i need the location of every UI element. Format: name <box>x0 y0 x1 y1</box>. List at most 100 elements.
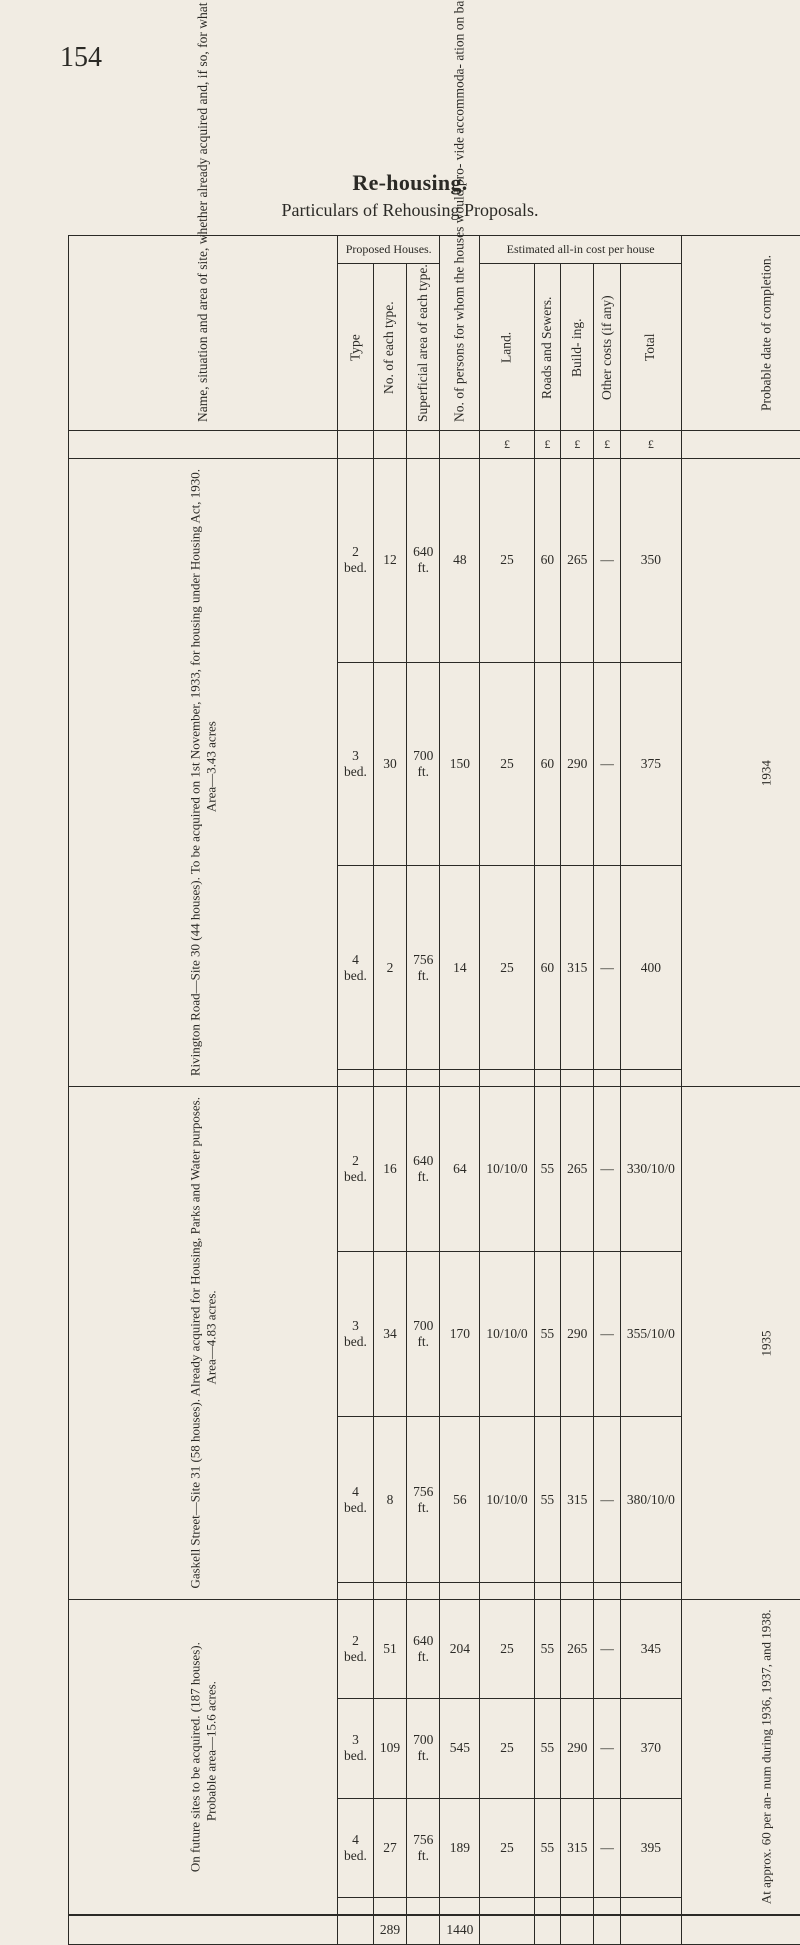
blank <box>681 431 800 459</box>
table-cell: 330/10/0 <box>620 1087 681 1252</box>
table-cell: 27 <box>373 1798 406 1898</box>
table-cell: — <box>594 459 621 663</box>
spacer-cell <box>480 1582 534 1599</box>
table-cell: 545 <box>440 1699 480 1799</box>
table-cell: 60 <box>534 866 561 1070</box>
table-cell: 189 <box>440 1798 480 1898</box>
completion-cell: 1934 <box>681 459 800 1087</box>
totals-blank <box>681 1915 800 1945</box>
table-cell: 25 <box>480 1798 534 1898</box>
table-cell: — <box>594 1798 621 1898</box>
spacer-cell <box>480 1070 534 1087</box>
blank <box>440 431 480 459</box>
table-cell: 25 <box>480 1699 534 1799</box>
spacer-cell <box>373 1582 406 1599</box>
table-cell: 2 bed. <box>338 459 374 663</box>
table-cell: — <box>594 1417 621 1582</box>
table-cell: 756 ft. <box>407 1417 440 1582</box>
table-cell: 375 <box>620 662 681 866</box>
totals-blank <box>338 1915 374 1945</box>
spacer-cell <box>561 1070 594 1087</box>
totals-blank <box>69 1915 338 1945</box>
totals-blank <box>407 1915 440 1945</box>
col-type: Type <box>338 264 374 431</box>
spacer-cell <box>440 1898 480 1916</box>
table-cell: 700 ft. <box>407 1252 440 1417</box>
table-cell: 265 <box>561 1599 594 1699</box>
pound-other: £ <box>594 431 621 459</box>
col-proposed-group: Proposed Houses. <box>338 236 440 264</box>
table-cell: 290 <box>561 1699 594 1799</box>
totals-blank <box>534 1915 561 1945</box>
totals-blank <box>620 1915 681 1945</box>
table-cell: — <box>594 866 621 1070</box>
table-cell: 700 ft. <box>407 1699 440 1799</box>
table-cell: 25 <box>480 662 534 866</box>
site-label: Gaskell Street—Site 31 (58 houses). Alre… <box>69 1087 338 1600</box>
table-cell: 756 ft. <box>407 866 440 1070</box>
table-cell: 640 ft. <box>407 1599 440 1699</box>
table-cell: 8 <box>373 1417 406 1582</box>
totals-blank <box>561 1915 594 1945</box>
table-cell: 60 <box>534 662 561 866</box>
table-cell: 265 <box>561 459 594 663</box>
spacer-cell <box>407 1582 440 1599</box>
totals-persons: 1440 <box>440 1915 480 1945</box>
table-cell: 10/10/0 <box>480 1417 534 1582</box>
table-cell: 25 <box>480 1599 534 1699</box>
table-cell: — <box>594 1087 621 1252</box>
table-cell: 2 <box>373 866 406 1070</box>
spacer-cell <box>594 1898 621 1916</box>
title-sub: Particulars of Rehousing Proposals. <box>68 200 752 221</box>
table-cell: 395 <box>620 1798 681 1898</box>
spacer-cell <box>534 1898 561 1916</box>
spacer-cell <box>480 1898 534 1916</box>
table-cell: 55 <box>534 1417 561 1582</box>
table-cell: 315 <box>561 866 594 1070</box>
spacer-cell <box>407 1070 440 1087</box>
spacer-cell <box>561 1898 594 1916</box>
rehousing-table: Name, situation and area of site, whethe… <box>68 235 800 1945</box>
table-cell: 4 bed. <box>338 1417 374 1582</box>
table-cell: 10/10/0 <box>480 1252 534 1417</box>
col-land: Land. <box>480 264 534 431</box>
spacer-cell <box>534 1070 561 1087</box>
pound-total: £ <box>620 431 681 459</box>
spacer-cell <box>338 1898 374 1916</box>
table-cell: 315 <box>561 1417 594 1582</box>
spacer-cell <box>594 1582 621 1599</box>
table-cell: 170 <box>440 1252 480 1417</box>
table-cell: 380/10/0 <box>620 1417 681 1582</box>
table-cell: 3 bed. <box>338 1699 374 1799</box>
col-no-each: No. of each type. <box>373 264 406 431</box>
completion-cell: 1935 <box>681 1087 800 1600</box>
table-cell: 51 <box>373 1599 406 1699</box>
spacer-cell <box>440 1070 480 1087</box>
totals-blank <box>480 1915 534 1945</box>
table-cell: 2 bed. <box>338 1087 374 1252</box>
title-main: Re-housing. <box>68 170 752 196</box>
table-cell: 14 <box>440 866 480 1070</box>
col-roads: Roads and Sewers. <box>534 264 561 431</box>
completion-cell: At approx. 60 per an- num during 1936, 1… <box>681 1599 800 1915</box>
table-cell: 55 <box>534 1087 561 1252</box>
table-cell: 30 <box>373 662 406 866</box>
table-cell: — <box>594 1599 621 1699</box>
table-cell: 55 <box>534 1798 561 1898</box>
table-cell: 315 <box>561 1798 594 1898</box>
blank <box>373 431 406 459</box>
col-build: Build- ing. <box>561 264 594 431</box>
table-cell: 25 <box>480 866 534 1070</box>
table-cell: 60 <box>534 459 561 663</box>
col-other: Other costs (if any) <box>594 264 621 431</box>
pound-roads: £ <box>534 431 561 459</box>
site-label: On future sites to be acquired. (187 hou… <box>69 1599 338 1915</box>
col-cost-group: Estimated all-in cost per house <box>480 236 682 264</box>
table-cell: 109 <box>373 1699 406 1799</box>
spacer-cell <box>594 1070 621 1087</box>
table-cell: 3 bed. <box>338 662 374 866</box>
table-cell: 345 <box>620 1599 681 1699</box>
table-cell: 3 bed. <box>338 1252 374 1417</box>
table-cell: 350 <box>620 459 681 663</box>
table-cell: 700 ft. <box>407 662 440 866</box>
